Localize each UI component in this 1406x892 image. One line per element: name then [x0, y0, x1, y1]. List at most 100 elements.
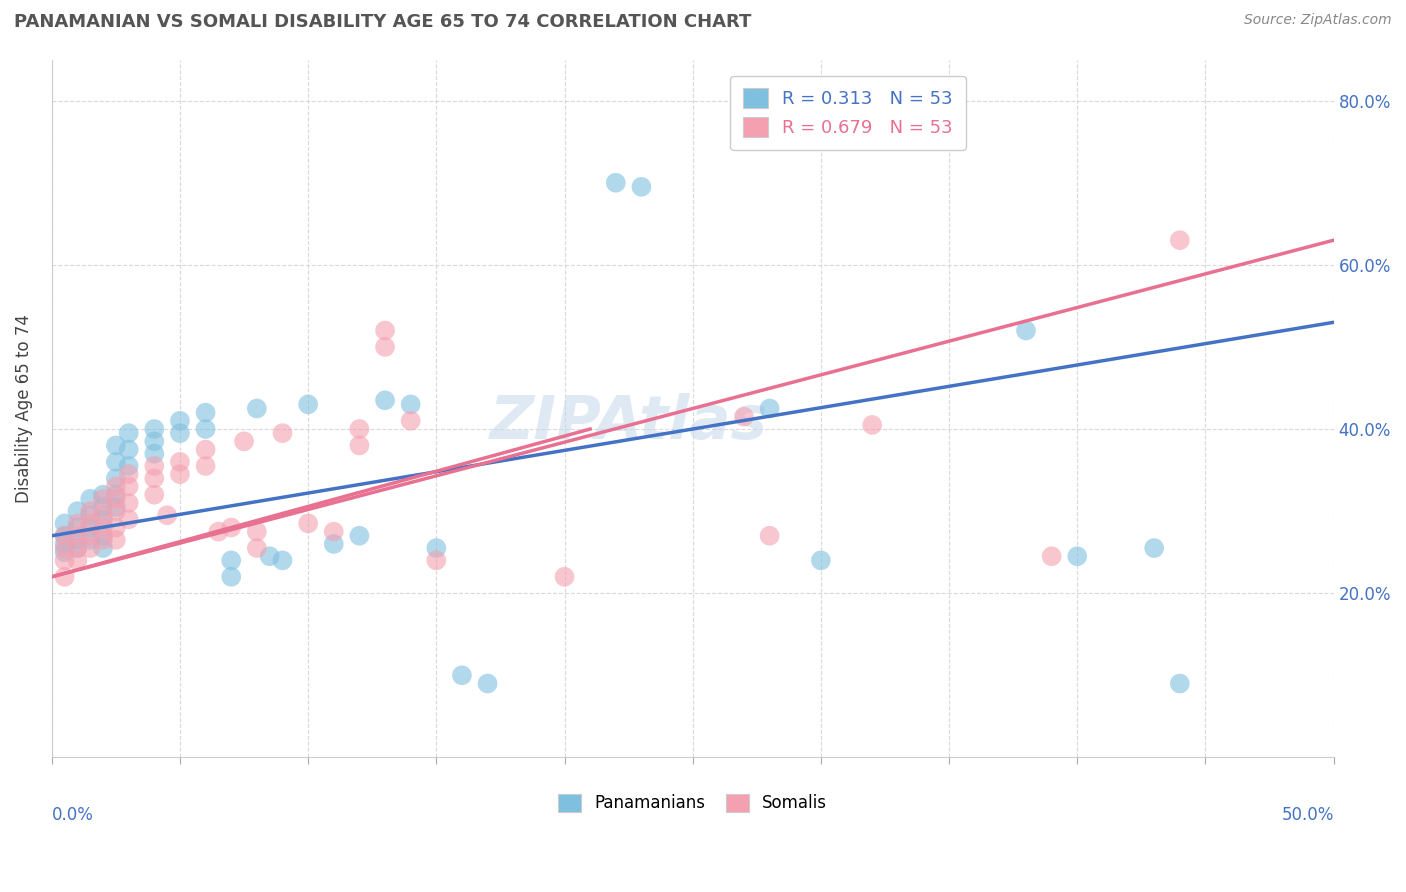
Point [66, 529, 89, 543]
Point [219, 553, 242, 567]
Point [1015, 324, 1038, 338]
Point [1040, 549, 1063, 564]
Point [53, 529, 76, 543]
Point [143, 471, 166, 485]
Point [53, 545, 76, 559]
Point [233, 434, 256, 449]
Point [860, 417, 883, 432]
Point [477, 676, 499, 690]
Point [91, 508, 114, 523]
Point [451, 668, 474, 682]
Point [207, 524, 229, 539]
Point [66, 541, 89, 555]
Text: 0.0%: 0.0% [52, 806, 94, 824]
Point [104, 438, 127, 452]
Point [194, 406, 217, 420]
Point [169, 455, 191, 469]
Point [1168, 233, 1191, 247]
Point [605, 176, 627, 190]
Point [104, 455, 127, 469]
Point [349, 529, 371, 543]
Point [66, 520, 89, 534]
Point [143, 422, 166, 436]
Point [758, 529, 780, 543]
Point [297, 397, 319, 411]
Point [143, 434, 166, 449]
Point [79, 541, 101, 555]
Point [1168, 676, 1191, 690]
Point [194, 458, 217, 473]
Point [297, 516, 319, 531]
Point [399, 414, 422, 428]
Point [374, 324, 396, 338]
Point [246, 541, 269, 555]
Y-axis label: Disability Age 65 to 74: Disability Age 65 to 74 [15, 314, 32, 503]
Point [399, 397, 422, 411]
Point [104, 504, 127, 518]
Point [143, 447, 166, 461]
Point [79, 529, 101, 543]
Point [79, 533, 101, 547]
Point [66, 516, 89, 531]
Point [91, 520, 114, 534]
Point [91, 488, 114, 502]
Point [53, 570, 76, 584]
Point [219, 570, 242, 584]
Point [91, 512, 114, 526]
Point [219, 520, 242, 534]
Point [104, 533, 127, 547]
Point [118, 467, 141, 482]
Point [91, 533, 114, 547]
Legend: Panamanians, Somalis: Panamanians, Somalis [551, 787, 834, 819]
Point [349, 438, 371, 452]
Point [1143, 541, 1166, 555]
Point [143, 488, 166, 502]
Point [79, 508, 101, 523]
Point [53, 553, 76, 567]
Point [118, 512, 141, 526]
Point [143, 458, 166, 473]
Point [104, 520, 127, 534]
Text: Source: ZipAtlas.com: Source: ZipAtlas.com [1244, 13, 1392, 28]
Text: ZIPAtlas: ZIPAtlas [489, 393, 768, 452]
Point [53, 529, 76, 543]
Point [169, 467, 191, 482]
Point [194, 422, 217, 436]
Point [91, 491, 114, 506]
Point [104, 500, 127, 514]
Point [53, 541, 76, 555]
Point [91, 529, 114, 543]
Point [53, 537, 76, 551]
Point [104, 479, 127, 493]
Point [66, 553, 89, 567]
Point [66, 533, 89, 547]
Point [91, 500, 114, 514]
Point [156, 508, 179, 523]
Text: PANAMANIAN VS SOMALI DISABILITY AGE 65 TO 74 CORRELATION CHART: PANAMANIAN VS SOMALI DISABILITY AGE 65 T… [14, 13, 751, 31]
Point [374, 393, 396, 408]
Point [553, 570, 575, 584]
Point [79, 520, 101, 534]
Point [169, 426, 191, 441]
Point [374, 340, 396, 354]
Point [79, 491, 101, 506]
Point [53, 516, 76, 531]
Point [349, 422, 371, 436]
Point [79, 516, 101, 531]
Point [271, 426, 294, 441]
Point [322, 524, 344, 539]
Point [169, 414, 191, 428]
Point [758, 401, 780, 416]
Point [246, 401, 269, 416]
Point [66, 541, 89, 555]
Point [79, 504, 101, 518]
Point [1066, 549, 1088, 564]
Point [104, 471, 127, 485]
Point [66, 504, 89, 518]
Point [810, 553, 832, 567]
Point [322, 537, 344, 551]
Point [91, 541, 114, 555]
Point [425, 553, 447, 567]
Point [118, 458, 141, 473]
Point [425, 541, 447, 555]
